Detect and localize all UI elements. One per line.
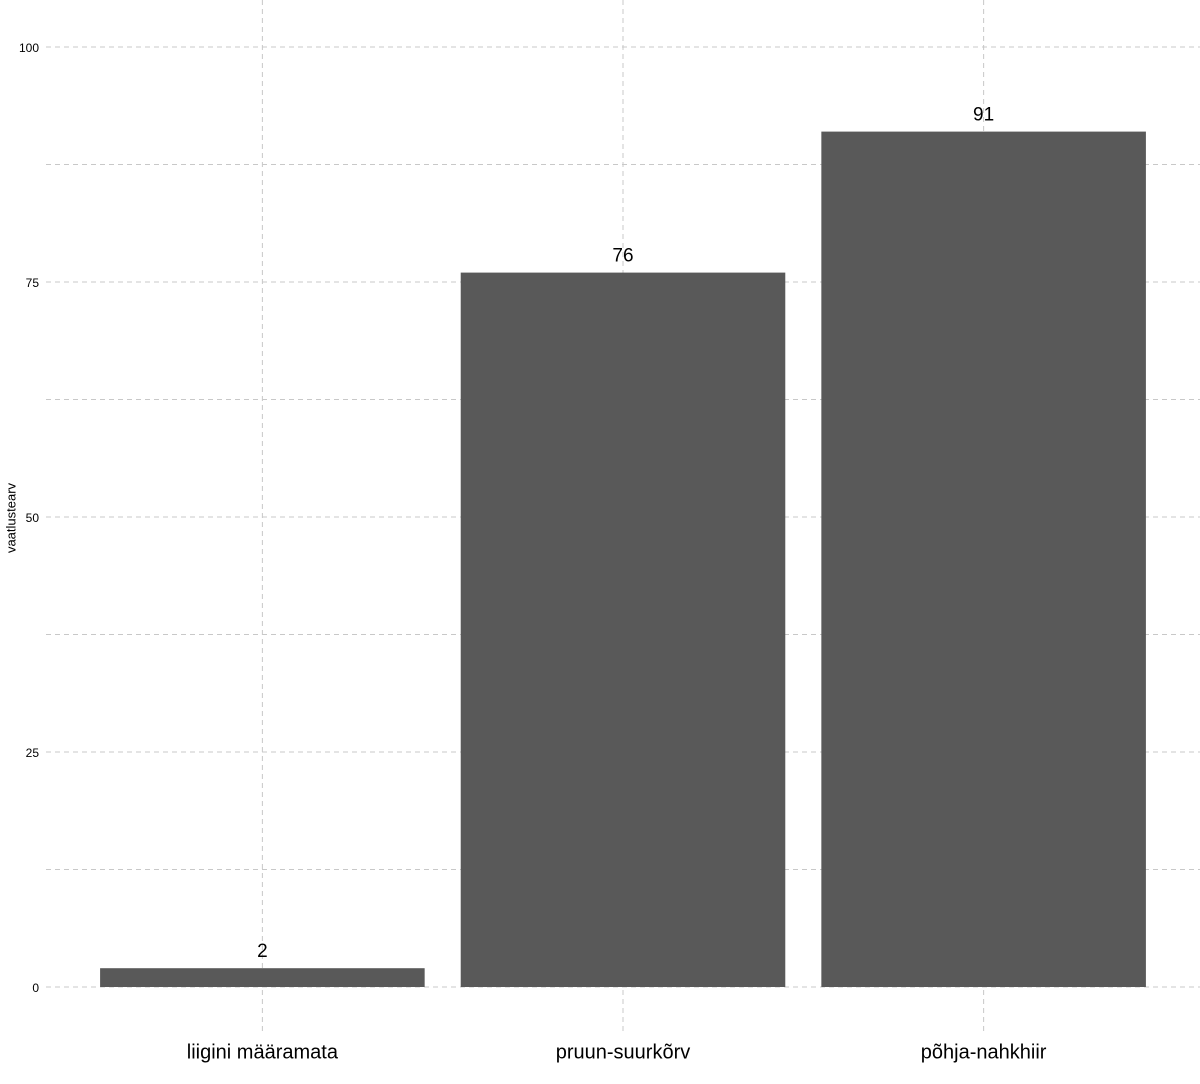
x-tick-label: põhja-nahkhiir — [921, 1041, 1047, 1063]
value-label: 76 — [612, 246, 633, 267]
value-label: 2 — [257, 941, 268, 962]
bar — [100, 968, 425, 987]
y-axis-label: vaatlustearv — [3, 482, 18, 553]
x-tick-label: pruun-suurkõrv — [556, 1041, 691, 1063]
bar — [821, 131, 1146, 988]
bar — [460, 272, 786, 988]
y-tick-label: 100 — [19, 41, 39, 55]
y-tick-label: 75 — [26, 276, 40, 290]
y-tick-label: 25 — [26, 746, 40, 760]
value-label: 91 — [973, 105, 994, 126]
y-tick-label: 0 — [32, 981, 39, 995]
y-tick-label: 50 — [26, 511, 40, 525]
x-tick-label: liigini määramata — [187, 1041, 339, 1063]
